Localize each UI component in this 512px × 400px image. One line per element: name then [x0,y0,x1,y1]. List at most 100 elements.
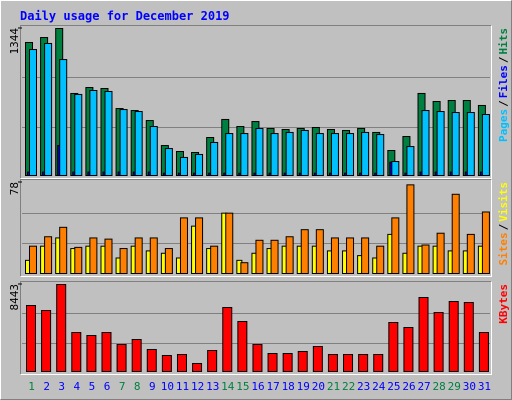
bar [421,244,430,274]
bar [255,239,264,275]
bar [330,133,339,177]
bar [270,133,279,177]
x-tick-label: 2 [43,380,50,393]
bar [192,362,203,372]
x-tick-label: 15 [236,380,249,393]
legend-entry: Files [497,65,510,98]
x-tick-label: 26 [402,380,415,393]
bar [176,353,187,372]
bar [225,212,234,275]
x-tick-label: 30 [463,380,476,393]
bar [451,193,460,275]
bar [315,229,324,275]
bevel [20,281,492,375]
bar [164,148,173,176]
bar [403,327,414,372]
bar [481,211,490,275]
bar [119,109,128,176]
bar [225,133,234,177]
legend-entry: Visits [497,182,510,222]
x-tick-label: 13 [206,380,219,393]
bar [463,302,474,372]
bar [131,339,142,373]
bar [436,111,445,176]
chart-title: Daily usage for December 2019 [20,9,230,23]
bar [149,237,158,274]
bar [195,217,204,274]
legend-separator: / [497,223,510,230]
bar [89,89,98,176]
bar [29,49,37,176]
x-tick-label: 4 [74,380,81,393]
x-tick-label: 6 [104,380,111,393]
bar [267,352,278,373]
x-tick-label: 28 [433,380,446,393]
legend-entry: Hits [497,28,510,55]
bar [391,161,400,176]
bar [466,233,475,274]
bevel [20,179,492,277]
x-tick-label: 31 [478,380,491,393]
bar [195,153,204,177]
bar [59,226,68,274]
x-tick-label: 23 [357,380,370,393]
bar [421,110,430,176]
bar [116,344,127,373]
legend: Sites /Visits [497,182,510,266]
x-tick-label: 21 [327,380,340,393]
x-tick-label: 29 [448,380,461,393]
bar [252,344,263,373]
bar [433,312,444,373]
x-tick-label: 12 [191,380,204,393]
x-tick-label: 7 [119,380,126,393]
legend-separator: / [497,100,510,107]
bar [101,332,112,372]
bar [466,112,475,177]
bar [376,134,385,177]
bar [59,59,68,176]
legend-entry: Pages [497,109,510,142]
bar [451,112,460,177]
y-tick-label: 1344 [8,28,21,55]
bar [29,245,37,274]
bar [376,245,385,274]
x-tick-label: 1 [28,380,35,393]
legend: Pages/Files/Hits [497,28,510,142]
bevel [20,281,492,375]
x-tick-label: 18 [282,380,295,393]
bar [74,93,83,176]
bevel [20,25,492,179]
bar [161,355,172,373]
bar [312,346,323,373]
bevel [20,179,492,277]
bar [478,332,489,372]
bar [86,335,97,373]
bar [346,133,355,177]
x-tick-label: 24 [372,380,386,393]
bar [436,232,445,274]
bar [207,349,218,373]
bar [179,156,188,176]
bar [26,305,36,373]
bar [44,236,53,274]
x-tick-label: 25 [387,380,400,393]
bar [119,248,128,275]
bar [330,237,339,274]
bar [71,332,82,372]
bar [222,307,233,372]
x-tick-label: 9 [149,380,156,393]
bar [210,245,219,274]
bar [361,237,370,274]
bar [134,237,143,274]
bar [406,146,415,177]
bar [358,353,369,372]
x-tick-label: 10 [161,380,174,393]
bar [134,111,143,176]
bar [373,353,384,372]
legend: KBytes [497,284,510,324]
bar [391,217,400,274]
bevel [20,25,492,179]
bar [240,262,249,275]
legend-entry: Sites [497,232,510,265]
